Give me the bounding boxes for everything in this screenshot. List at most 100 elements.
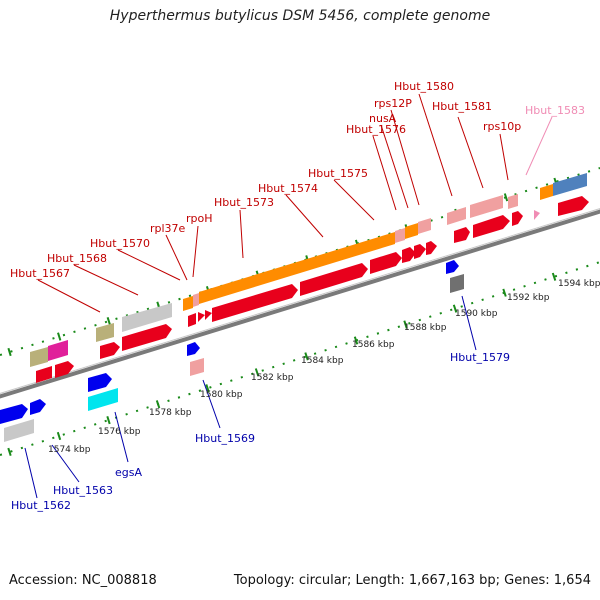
scale-label: 1574 kbp — [48, 445, 91, 455]
tick-mark — [205, 384, 210, 393]
tick-mark — [155, 400, 161, 409]
gene-arrow-red-small — [198, 312, 205, 322]
gene-label: Hbut_1562 — [11, 499, 71, 512]
gene-arrow-red — [212, 284, 298, 322]
tick-mark — [551, 272, 557, 281]
gene-label: rps10p — [483, 120, 521, 133]
gene-arrow-blue — [187, 342, 200, 356]
scale-label: 1594 kbp — [558, 279, 600, 289]
bottom-gene-labels: Hbut_1562 Hbut_1563 egsA Hbut_1569 Hbut_… — [11, 351, 510, 512]
gene-block-olive — [96, 323, 114, 342]
scale-label: 1582 kbp — [251, 373, 294, 383]
tick-mark — [106, 316, 111, 326]
gene-block-orange — [405, 223, 418, 239]
gene-label: rpoH — [186, 212, 213, 225]
gene-block-magenta — [48, 340, 68, 361]
gene-features — [0, 173, 589, 442]
gene-arrow-red — [426, 241, 437, 255]
scale-label: 1576 kbp — [98, 427, 141, 437]
gene-block-salmon — [193, 293, 199, 307]
gene-block-salmon — [470, 195, 503, 218]
tick-mark — [403, 320, 408, 329]
gene-label: Hbut_1567 — [10, 267, 70, 280]
gene-block-salmon — [395, 228, 405, 243]
gene-label: rps12P — [374, 97, 412, 110]
gene-arrow-red — [558, 196, 589, 216]
gene-label: Hbut_1575 — [308, 167, 368, 180]
tick-mark — [353, 336, 359, 345]
gene-arrow-red — [55, 361, 74, 378]
gene-label: Hbut_1570 — [90, 237, 150, 250]
gene-block-orange-long — [199, 232, 395, 304]
gene-label: rpl37e — [150, 222, 186, 235]
gene-block-salmon — [418, 218, 431, 234]
gene-block-orange — [540, 184, 553, 200]
gene-arrow-red — [402, 247, 416, 263]
accession-text: Accession: NC_008818 — [9, 573, 157, 588]
gene-label: Hbut_1569 — [195, 432, 255, 445]
tick-mark — [254, 368, 260, 377]
tick-marks-bottom — [7, 272, 557, 457]
sequence-backbone — [0, 209, 600, 399]
gene-arrow-red — [512, 211, 523, 226]
tick-mark — [7, 447, 12, 457]
map-title: Hyperthermus butylicus DSM 5456, complet… — [109, 8, 491, 24]
gene-block-silver — [4, 419, 34, 442]
gene-arrow-red — [36, 366, 52, 383]
topology-text: Topology: circular; Length: 1,667,163 bp… — [233, 573, 591, 588]
tick-mark — [106, 415, 111, 425]
gene-arrow-red-small — [188, 313, 196, 327]
scale-label: 1580 kbp — [200, 390, 243, 400]
gene-block-darkgrey — [450, 274, 464, 293]
gene-label: Hbut_1581 — [432, 100, 492, 113]
gene-block-cyan — [88, 388, 118, 411]
gene-label: Hbut_1574 — [258, 182, 318, 195]
gene-block-salmon — [190, 358, 204, 376]
tick-mark — [7, 347, 12, 357]
gene-block-grey — [122, 303, 172, 332]
scale-label: 1578 kbp — [149, 408, 192, 418]
gene-arrow-red — [370, 252, 402, 274]
tick-mark — [57, 332, 62, 341]
gene-arrow-red — [454, 227, 470, 243]
sequence-backbone-highlight — [0, 208, 600, 394]
label-leader-lines — [24, 93, 553, 499]
gene-arrow-blue — [88, 373, 112, 392]
tick-mark — [304, 352, 309, 361]
gene-arrow-pink — [534, 210, 540, 220]
gene-block-olive — [30, 347, 48, 367]
gene-label: Hbut_1573 — [214, 196, 274, 209]
gene-arrow-red — [100, 342, 120, 359]
scale-label: 1586 kbp — [352, 340, 395, 350]
top-gene-labels: Hbut_1567 Hbut_1568 Hbut_1570 rpl37e rpo… — [10, 80, 585, 280]
scale-label: 1590 kbp — [455, 309, 498, 319]
scale-label: 1588 kbp — [404, 323, 447, 333]
scale-label: 1592 kbp — [507, 293, 550, 303]
gene-label: Hbut_1580 — [394, 80, 454, 93]
gene-label: Hbut_1563 — [53, 484, 113, 497]
gene-arrow-red — [414, 244, 426, 259]
gene-block-orange — [183, 296, 193, 311]
gene-label: egsA — [115, 466, 142, 479]
tick-mark — [452, 304, 458, 313]
scale-labels: 1574 kbp 1576 kbp 1578 kbp 1580 kbp 1582… — [48, 279, 600, 455]
gene-arrow-red — [122, 324, 172, 351]
gene-label: Hbut_1576 — [346, 123, 406, 136]
gene-arrow-blue — [0, 404, 28, 424]
gene-label: Hbut_1583 — [525, 104, 585, 117]
gene-arrow-blue — [446, 260, 459, 274]
gene-label: Hbut_1568 — [47, 252, 107, 265]
gene-block-salmon — [447, 207, 466, 225]
gene-block-steelblue — [553, 173, 587, 196]
scale-label: 1584 kbp — [301, 356, 344, 366]
tick-mark — [502, 288, 507, 297]
gene-label: nusA — [369, 112, 397, 125]
gene-block-salmon — [508, 194, 518, 209]
gene-arrow-blue — [30, 399, 46, 415]
tick-mark — [56, 431, 62, 441]
gene-arrow-red — [473, 215, 510, 238]
gene-arrow-red — [300, 263, 368, 296]
gene-arrow-red-small — [205, 310, 212, 320]
gene-label: Hbut_1579 — [450, 351, 510, 364]
